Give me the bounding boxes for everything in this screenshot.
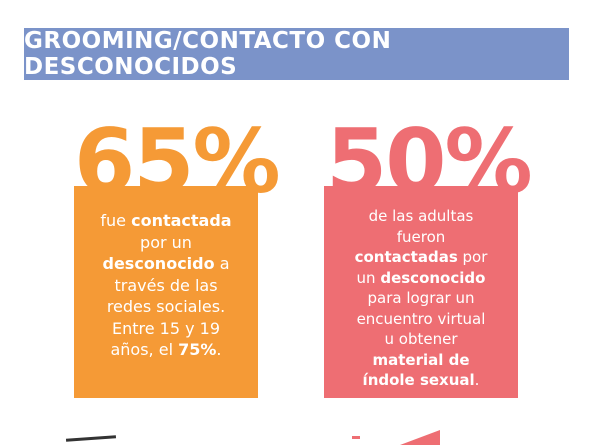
text-segment: través de las — [114, 275, 218, 295]
description-line: para lograr un — [324, 288, 518, 309]
text-segment: de las adultas — [368, 207, 474, 225]
text-segment: encuentro virtual — [356, 309, 486, 328]
text-segment: Entre 15 y 19 — [111, 318, 221, 338]
description-line: índole sexual. — [324, 370, 518, 391]
description-line: redes sociales. — [74, 296, 258, 318]
text-segment: por — [457, 248, 488, 266]
description-line: fueron — [324, 227, 518, 248]
description-line: por un — [74, 232, 258, 254]
text-segment: fueron — [396, 227, 446, 246]
title-band: GROOMING/CONTACTO CON DESCONOCIDOS — [24, 28, 569, 80]
text-segment: . — [474, 371, 480, 389]
description-line: fue contactada — [74, 210, 258, 232]
emphasis-text: contactada — [131, 211, 232, 230]
emphasis-text: índole sexual — [362, 371, 475, 389]
text-segment: a — [214, 254, 230, 273]
stat-left-description: fue contactada por un desconocido a través … — [74, 210, 258, 361]
text-segment: para lograr un — [367, 289, 475, 307]
text-segment: años, el — [110, 340, 179, 359]
text-segment: . — [216, 340, 222, 359]
description-line: material de — [324, 350, 518, 371]
emphasis-text: contactadas — [354, 248, 458, 266]
description-line: encuentro virtual — [324, 309, 518, 330]
page-title: GROOMING/CONTACTO CON DESCONOCIDOS — [24, 28, 392, 80]
decorative-line-left — [65, 435, 117, 442]
description-line: través de las — [74, 275, 258, 297]
emphasis-text: desconocido — [102, 254, 215, 273]
description-line: u obtener — [324, 329, 518, 350]
description-line: Entre 15 y 19 — [74, 318, 258, 340]
description-line: un desconocido — [324, 268, 518, 289]
description-line: años, el 75%. — [74, 339, 258, 361]
emphasis-text: 75% — [178, 340, 217, 359]
decorative-shape-right — [400, 430, 440, 445]
description-line: contactadas por — [324, 247, 518, 268]
description-line: de las adultas — [324, 206, 518, 227]
text-segment: por un — [140, 232, 192, 252]
description-line: desconocido a — [74, 253, 258, 275]
stat-left-card: fue contactada por un desconocido a través … — [74, 186, 258, 398]
stat-right-description: de las adultas fueron contactadas por un de… — [324, 206, 518, 391]
emphasis-text: desconocido — [380, 268, 486, 287]
text-segment: fue — [100, 211, 132, 230]
decorative-mark-right — [352, 436, 360, 439]
stat-right-card: de las adultas fueron contactadas por un de… — [324, 186, 518, 398]
text-segment: un — [356, 268, 381, 287]
emphasis-text: material de — [372, 350, 470, 369]
text-segment: u obtener — [384, 330, 458, 348]
text-segment: redes sociales. — [106, 297, 226, 316]
